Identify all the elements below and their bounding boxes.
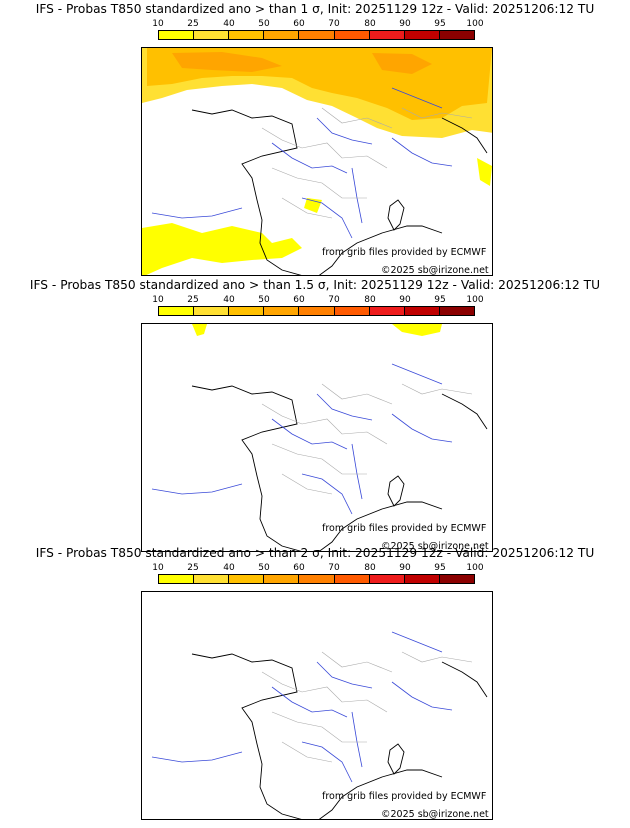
legend-color-segment bbox=[439, 307, 474, 315]
legend-tick: 80 bbox=[364, 295, 376, 305]
source-credit: from grib files provided by ECMWF bbox=[322, 247, 487, 258]
legend-color-segment bbox=[369, 575, 405, 583]
legend-tick: 40 bbox=[223, 19, 235, 29]
legend-color-segment bbox=[194, 31, 230, 39]
legend-tick: 40 bbox=[223, 295, 235, 305]
prob-area-south bbox=[142, 223, 302, 275]
legend-color-segment bbox=[299, 31, 335, 39]
legend-color-segment bbox=[299, 575, 335, 583]
legend-color-segment bbox=[194, 575, 230, 583]
copyright: ©2025 sb@irizone.net bbox=[381, 541, 489, 552]
legend-tick: 10 bbox=[152, 295, 164, 305]
legend-tick: 60 bbox=[293, 19, 305, 29]
legend-tick: 100 bbox=[466, 295, 484, 305]
legend-tick: 60 bbox=[293, 563, 305, 573]
legend-colorbar bbox=[158, 30, 475, 40]
borders bbox=[261, 107, 473, 219]
probability-map: from grib files provided by ECMWF ©2025 … bbox=[141, 323, 493, 552]
legend-color-segment bbox=[439, 575, 474, 583]
legend-color-segment bbox=[159, 575, 195, 583]
legend-color-segment bbox=[229, 307, 265, 315]
map-title: IFS - Probas T850 standardized ano > tha… bbox=[35, 2, 595, 16]
panel-2sigma: IFS - Probas T850 standardized ano > tha… bbox=[0, 544, 630, 820]
legend-colorbar bbox=[158, 306, 475, 316]
legend-colorbar bbox=[158, 574, 475, 584]
prob-area-southwest bbox=[304, 198, 322, 213]
legend-color-segment bbox=[334, 31, 370, 39]
legend-tick: 40 bbox=[223, 563, 235, 573]
legend-tick: 90 bbox=[399, 295, 411, 305]
map-canvas bbox=[151, 631, 488, 819]
source-credit: from grib files provided by ECMWF bbox=[322, 791, 487, 802]
legend-tick: 100 bbox=[466, 563, 484, 573]
legend-color-segment bbox=[229, 575, 265, 583]
legend-color-segment bbox=[334, 307, 370, 315]
legend-tick: 50 bbox=[258, 295, 270, 305]
legend-tick: 95 bbox=[434, 563, 446, 573]
legend-color-segment bbox=[369, 307, 405, 315]
legend-color-segment bbox=[194, 307, 230, 315]
legend-color-segment bbox=[334, 575, 370, 583]
map-canvas bbox=[151, 324, 488, 551]
legend-tick: 90 bbox=[399, 19, 411, 29]
legend-color-segment bbox=[404, 575, 440, 583]
legend-color-segment bbox=[404, 307, 440, 315]
map-title: IFS - Probas T850 standardized ano > tha… bbox=[35, 546, 595, 560]
legend-tick: 25 bbox=[187, 563, 199, 573]
prob-area-corsica bbox=[477, 158, 492, 186]
panel-1-5sigma: IFS - Probas T850 standardized ano > tha… bbox=[0, 276, 630, 552]
legend-tick: 70 bbox=[328, 19, 340, 29]
coastline bbox=[191, 653, 488, 819]
map-title: IFS - Probas T850 standardized ano > tha… bbox=[29, 278, 601, 292]
legend-tick: 25 bbox=[187, 19, 199, 29]
map-canvas bbox=[142, 48, 492, 275]
rivers bbox=[151, 631, 453, 783]
legend-tick: 100 bbox=[466, 19, 484, 29]
legend-tick: 95 bbox=[434, 19, 446, 29]
prob-area-core bbox=[172, 52, 432, 74]
legend-color-segment bbox=[439, 31, 474, 39]
copyright: ©2025 sb@irizone.net bbox=[381, 265, 489, 276]
rivers bbox=[151, 87, 453, 239]
legend-tick: 95 bbox=[434, 295, 446, 305]
legend-tick: 50 bbox=[258, 19, 270, 29]
legend-color-segment bbox=[264, 575, 300, 583]
legend-tick: 60 bbox=[293, 295, 305, 305]
probability-map: from grib files provided by ECMWF ©2025 … bbox=[141, 47, 493, 276]
legend-tick: 80 bbox=[364, 563, 376, 573]
copyright: ©2025 sb@irizone.net bbox=[381, 809, 489, 820]
borders bbox=[261, 383, 473, 495]
legend-color-segment bbox=[299, 307, 335, 315]
legend-color-segment bbox=[264, 307, 300, 315]
borders bbox=[261, 651, 473, 763]
legend-color-segment bbox=[264, 31, 300, 39]
legend-tick-labels: 10 25 40 50 60 70 80 90 95 100 bbox=[150, 563, 490, 575]
probability-map: from grib files provided by ECMWF ©2025 … bbox=[141, 591, 493, 820]
source-credit: from grib files provided by ECMWF bbox=[322, 523, 487, 534]
legend-tick-labels: 10 25 40 50 60 70 80 90 95 100 bbox=[150, 295, 490, 307]
legend-tick: 50 bbox=[258, 563, 270, 573]
prob-area-north bbox=[192, 324, 442, 336]
legend-tick: 10 bbox=[152, 563, 164, 573]
legend-color-segment bbox=[159, 307, 195, 315]
legend-tick: 25 bbox=[187, 295, 199, 305]
legend-color-segment bbox=[404, 31, 440, 39]
legend-tick: 10 bbox=[152, 19, 164, 29]
legend-color-segment bbox=[229, 31, 265, 39]
legend-color-segment bbox=[369, 31, 405, 39]
legend-color-segment bbox=[159, 31, 195, 39]
legend-tick: 80 bbox=[364, 19, 376, 29]
panel-1sigma: IFS - Probas T850 standardized ano > tha… bbox=[0, 0, 630, 276]
legend-tick: 70 bbox=[328, 295, 340, 305]
legend-tick-labels: 10 25 40 50 60 70 80 90 95 100 bbox=[150, 19, 490, 31]
coastline bbox=[191, 109, 488, 275]
legend-tick: 90 bbox=[399, 563, 411, 573]
legend-tick: 70 bbox=[328, 563, 340, 573]
coastline bbox=[191, 385, 488, 551]
